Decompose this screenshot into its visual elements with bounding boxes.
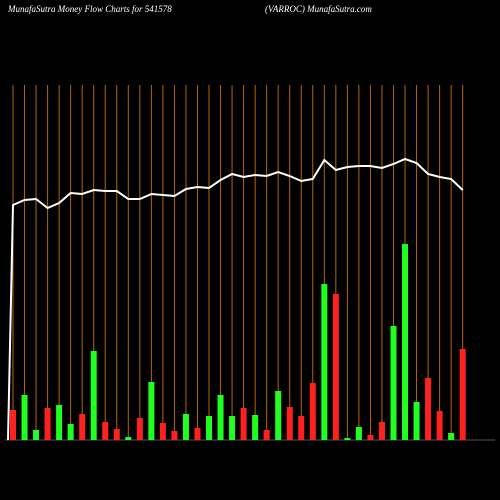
bar bbox=[113, 429, 120, 440]
bar bbox=[252, 415, 259, 440]
bar bbox=[44, 408, 51, 440]
bar bbox=[367, 435, 374, 440]
bar bbox=[413, 402, 420, 440]
bar bbox=[286, 407, 293, 440]
bar bbox=[344, 438, 351, 440]
bar bbox=[425, 378, 432, 440]
bar bbox=[159, 423, 166, 440]
chart-subtitle: (VARROC) MunafaSutra.com bbox=[265, 4, 372, 14]
bar bbox=[355, 427, 362, 440]
bar bbox=[182, 414, 189, 440]
bar bbox=[378, 422, 385, 440]
bar bbox=[298, 416, 305, 440]
bar bbox=[10, 410, 16, 440]
bar bbox=[402, 244, 409, 440]
bar bbox=[136, 418, 143, 440]
bar bbox=[240, 408, 247, 440]
bar bbox=[102, 422, 109, 440]
bar bbox=[67, 424, 74, 440]
bar bbox=[448, 433, 455, 440]
bar bbox=[229, 416, 236, 440]
bar bbox=[148, 382, 155, 440]
bar bbox=[79, 414, 86, 440]
bar bbox=[275, 391, 282, 440]
bar bbox=[194, 428, 201, 440]
bar bbox=[206, 416, 213, 440]
bar bbox=[217, 395, 224, 440]
bar bbox=[21, 395, 28, 440]
bar bbox=[33, 430, 40, 440]
bar bbox=[56, 405, 63, 440]
bar bbox=[263, 430, 270, 440]
bar bbox=[436, 411, 443, 440]
bar bbox=[459, 349, 466, 440]
chart-title: MunafaSutra Money Flow Charts for 541578 bbox=[7, 4, 172, 14]
bar bbox=[332, 294, 339, 440]
bar bbox=[90, 351, 97, 440]
bar bbox=[171, 431, 178, 440]
bar bbox=[390, 326, 397, 440]
bar bbox=[309, 383, 316, 440]
bar bbox=[125, 437, 132, 440]
money-flow-line bbox=[7, 157, 464, 441]
bar bbox=[321, 284, 328, 440]
